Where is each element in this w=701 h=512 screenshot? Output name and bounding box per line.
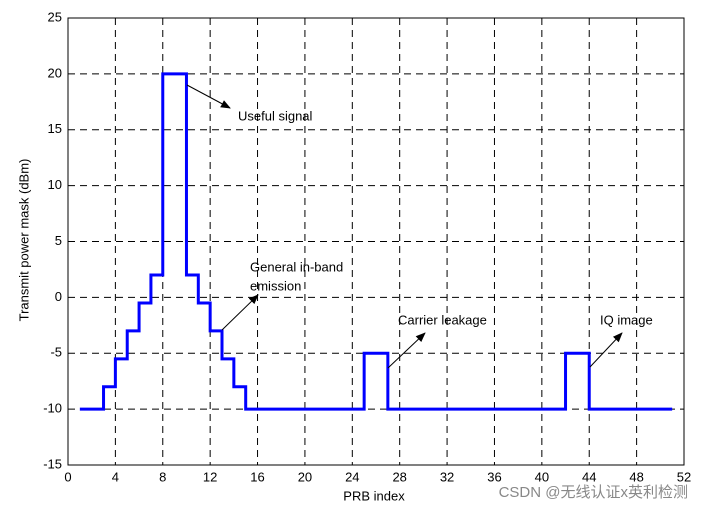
watermark: CSDN @无线认证x英利检测 bbox=[499, 483, 688, 501]
x-tick-label: 4 bbox=[112, 469, 119, 484]
x-tick-label: 8 bbox=[159, 469, 166, 484]
annotation: Carrier leakage bbox=[398, 312, 487, 327]
annotation: Useful signal bbox=[238, 108, 313, 123]
y-axis-label: Transmit power mask (dBm) bbox=[16, 159, 31, 322]
annotation-arrow bbox=[221, 294, 259, 331]
x-tick-label: 0 bbox=[64, 469, 71, 484]
annotation-arrow bbox=[186, 84, 231, 109]
plot-frame bbox=[67, 17, 685, 466]
x-tick-label: 16 bbox=[250, 469, 264, 484]
x-tick-label: 32 bbox=[440, 469, 454, 484]
annotation: IQ image bbox=[600, 312, 653, 327]
data-line bbox=[79, 72, 673, 411]
x-tick-label: 48 bbox=[629, 469, 643, 484]
y-tick-label: -15 bbox=[43, 456, 62, 471]
x-axis-label: PRB index bbox=[343, 488, 405, 503]
annotation: General in-band bbox=[250, 259, 343, 274]
y-tick-label: -5 bbox=[50, 345, 62, 360]
x-tick-label: 12 bbox=[203, 469, 217, 484]
x-tick-label: 52 bbox=[677, 469, 691, 484]
y-tick-label: 25 bbox=[48, 9, 62, 24]
annotation-arrow bbox=[387, 332, 426, 369]
x-tick-label: 36 bbox=[487, 469, 501, 484]
y-tick-label: 10 bbox=[48, 177, 62, 192]
x-tick-label: 44 bbox=[582, 469, 596, 484]
x-tick-label: 40 bbox=[535, 469, 549, 484]
x-tick-label: 20 bbox=[298, 469, 312, 484]
annotation-arrow bbox=[589, 332, 623, 368]
y-tick-label: 15 bbox=[48, 121, 62, 136]
x-tick-label: 24 bbox=[345, 469, 359, 484]
y-tick-label: -10 bbox=[43, 401, 62, 416]
y-tick-label: 5 bbox=[55, 233, 62, 248]
annotation: emission bbox=[250, 278, 301, 293]
y-tick-label: 20 bbox=[48, 65, 62, 80]
x-tick-label: 28 bbox=[392, 469, 406, 484]
y-tick-label: 0 bbox=[55, 289, 62, 304]
